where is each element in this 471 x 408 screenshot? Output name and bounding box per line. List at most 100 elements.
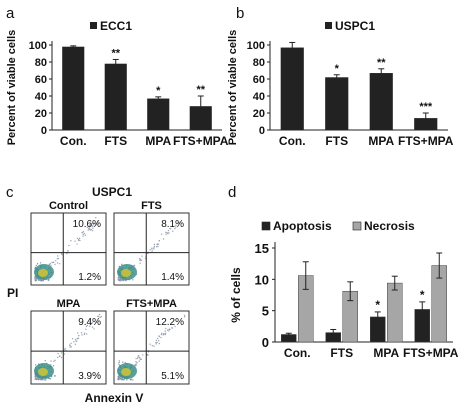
bar bbox=[387, 282, 403, 343]
cell-dot bbox=[56, 262, 59, 264]
cell-dot bbox=[174, 228, 176, 230]
cell-dot bbox=[175, 226, 177, 228]
cell-dot bbox=[87, 227, 90, 230]
cell-dot bbox=[168, 232, 170, 234]
cell-dot bbox=[92, 222, 94, 224]
cell-dot bbox=[117, 377, 120, 379]
cell-dot bbox=[92, 227, 94, 229]
cell-dot bbox=[157, 245, 159, 248]
cell-dot bbox=[122, 378, 124, 381]
cell-dot bbox=[153, 245, 156, 248]
cell-dot bbox=[117, 375, 119, 378]
significance-mark: ** bbox=[196, 84, 205, 96]
cell-dot bbox=[59, 355, 61, 357]
panel-letter-d: d bbox=[228, 184, 236, 201]
y-tick-label: 20 bbox=[35, 108, 47, 120]
cell-dot bbox=[164, 333, 167, 336]
cell-dot bbox=[91, 322, 94, 324]
cell-dot bbox=[40, 280, 42, 282]
cell-dot bbox=[183, 314, 186, 317]
cell-dot bbox=[58, 263, 61, 265]
cell-dot bbox=[92, 225, 94, 228]
chart-title: USPC1 bbox=[92, 185, 132, 199]
cell-dot bbox=[98, 313, 101, 316]
cell-dot bbox=[76, 340, 78, 342]
y-tick-label: 60 bbox=[35, 74, 47, 86]
cell-dot bbox=[139, 259, 141, 262]
lower-right-percentage: 5.1% bbox=[161, 371, 184, 382]
cell-dot bbox=[50, 264, 52, 266]
cell-dot bbox=[51, 261, 53, 264]
cell-dot bbox=[42, 378, 44, 381]
cell-dot bbox=[132, 279, 134, 281]
cell-dot bbox=[138, 354, 140, 357]
chart-c-flow-cytometry: USPC1 PI Annexin V Control 10.6% 1.2% FTS 8.1% 1… bbox=[7, 185, 190, 405]
cell-dot bbox=[70, 342, 72, 345]
chart-title: ECC1 bbox=[100, 19, 132, 33]
y-tick-label: 100 bbox=[29, 40, 47, 52]
cell-dot bbox=[178, 221, 180, 224]
y-tick-label: 0 bbox=[41, 125, 47, 137]
cell-dot bbox=[133, 264, 136, 267]
cell-dot bbox=[60, 356, 63, 359]
cell-dot bbox=[157, 337, 159, 340]
chart-d-apoptosis-necrosis: % of cells 0 5 10 15 Apoptosis Necrosis Con. FTS… bbox=[229, 219, 459, 360]
cell-dot bbox=[70, 346, 72, 348]
population-core-center bbox=[121, 269, 131, 277]
cell-dot bbox=[77, 337, 80, 339]
cell-dot bbox=[78, 334, 80, 337]
significance-mark: ** bbox=[377, 57, 386, 69]
cell-dot bbox=[57, 356, 59, 359]
cell-dot bbox=[122, 279, 125, 281]
bar bbox=[62, 46, 85, 131]
y-tick-label: 80 bbox=[253, 57, 265, 69]
panel-letter-b: b bbox=[236, 5, 244, 22]
bar bbox=[414, 118, 438, 130]
cell-dot bbox=[121, 263, 123, 265]
cell-dot bbox=[174, 325, 176, 328]
cell-dot bbox=[121, 378, 123, 380]
legend-label: Necrosis bbox=[364, 219, 415, 233]
cell-dot bbox=[91, 230, 94, 232]
cell-dot bbox=[37, 278, 40, 281]
cell-dot bbox=[76, 337, 78, 340]
y-tick-label: 15 bbox=[255, 241, 269, 256]
y-axis-label: PI bbox=[7, 286, 18, 300]
cell-dot bbox=[64, 347, 66, 350]
cell-dot bbox=[92, 224, 95, 226]
bar bbox=[147, 98, 170, 130]
y-tick-label: 0 bbox=[262, 335, 269, 350]
cell-dot bbox=[158, 239, 161, 242]
significance-mark: ** bbox=[111, 47, 120, 59]
x-tick-label: FTS+MPA bbox=[398, 134, 454, 148]
cell-dot bbox=[138, 257, 141, 260]
cell-dot bbox=[162, 238, 165, 240]
bar bbox=[189, 106, 212, 130]
cell-dot bbox=[38, 378, 40, 381]
x-tick-label: FTS bbox=[330, 346, 353, 360]
x-tick-label: Con. bbox=[279, 134, 306, 148]
chart-b-uspc1: Percent of viable cells 0 20 40 60 80 100 USPC1… bbox=[227, 19, 454, 148]
cell-dot bbox=[56, 258, 59, 260]
cell-dot bbox=[165, 327, 167, 330]
cell-dot bbox=[70, 240, 72, 242]
cell-dot bbox=[67, 250, 69, 252]
cell-dot bbox=[160, 233, 163, 235]
cell-dot bbox=[164, 332, 167, 334]
cell-dot bbox=[48, 263, 51, 266]
cell-dot bbox=[153, 243, 156, 246]
cell-dot bbox=[76, 237, 79, 240]
cell-dot bbox=[86, 226, 89, 229]
cell-dot bbox=[52, 365, 55, 367]
cell-dot bbox=[39, 262, 42, 264]
cell-dot bbox=[73, 341, 75, 343]
cell-dot bbox=[167, 232, 169, 235]
cell-dot bbox=[93, 328, 95, 330]
bar bbox=[280, 47, 304, 130]
cell-dot bbox=[96, 321, 98, 324]
legend-swatch bbox=[261, 221, 271, 231]
cell-dot bbox=[66, 252, 68, 255]
cell-dot bbox=[63, 353, 66, 355]
y-tick-label: 100 bbox=[247, 40, 265, 52]
cell-dot bbox=[50, 360, 52, 362]
